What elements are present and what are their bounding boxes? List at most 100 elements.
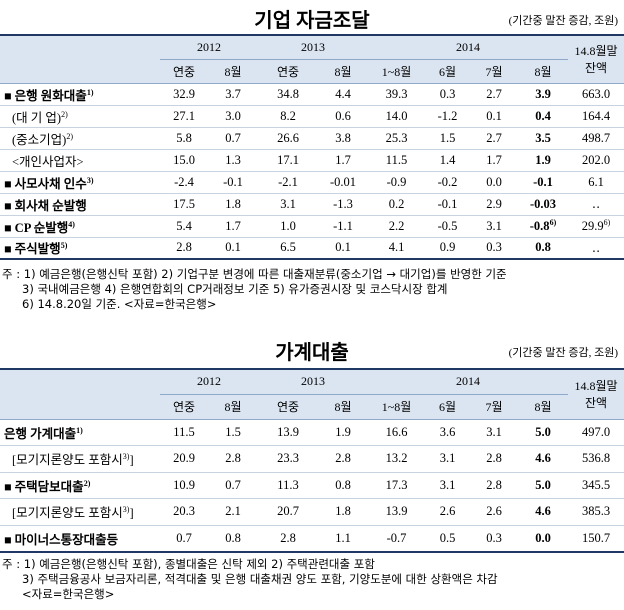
footnote-mark: 3): [122, 452, 130, 462]
cell: 6.1: [568, 171, 624, 194]
header-row: 연중 8월 연중 8월 1~8월 6월 7월 8월: [0, 394, 624, 420]
cell: 164.4: [568, 105, 624, 128]
cell: 13.2: [368, 445, 425, 473]
year-header: 2013: [258, 34, 368, 60]
footnote-mark: 2): [61, 109, 68, 119]
title: 기업 자금조달: [254, 10, 370, 32]
note-line: 주 : 1) 예금은행(은행신탁 포함), 종별대출은 신탁 제외 2) 주택관…: [2, 557, 375, 571]
sub-header: 7월: [470, 394, 518, 420]
cell: 13.9: [258, 419, 318, 446]
label-text: (중소기업): [12, 132, 67, 147]
cell: 1.3: [208, 149, 258, 172]
row: ■ 사모사채 인수3) -2.4 -0.1 -2.1 -0.01 -0.9 -0.2 0.0-…: [0, 171, 624, 194]
cell: 1.4: [425, 149, 470, 172]
cell: -2.1: [258, 171, 318, 194]
sub-header: 1~8월: [368, 59, 425, 84]
cell: 29.96): [568, 215, 624, 238]
balance-header-line: 잔액: [584, 396, 608, 411]
year-header: 2014: [368, 34, 568, 60]
cell: 2.7: [470, 127, 518, 150]
cell: 0.8: [318, 472, 368, 499]
cell: -0.1: [425, 193, 470, 216]
cell: 2.6: [425, 498, 470, 526]
cell: 536.8: [568, 445, 624, 473]
cell: 17.1: [258, 149, 318, 172]
cell: 5.0: [518, 472, 568, 499]
cell: 2.8: [160, 237, 208, 260]
footnote-mark: 2): [66, 131, 73, 141]
cell: 2.7: [470, 83, 518, 106]
cell: 0.8: [208, 525, 258, 553]
footnote-mark: 2): [83, 478, 91, 488]
cell: 0.4: [518, 105, 568, 128]
cell: 25.3: [368, 127, 425, 150]
cell: 17.3: [368, 472, 425, 499]
cell: -0.2: [425, 171, 470, 194]
cell: 0.7: [208, 127, 258, 150]
cell: 0.1: [318, 237, 368, 260]
cell: -0.03: [518, 193, 568, 216]
footnote-mark: 3): [86, 175, 94, 185]
row: ■ 회사채 순발행 17.5 1.8 3.1 -1.3 0.2 -0.1 2.9 -0.03 ‥: [0, 193, 624, 216]
note-line: 주 : 1) 예금은행(은행신탁 포함) 2) 기업구분 변경에 따른 대출재분…: [2, 267, 507, 281]
row-label: ■ 사모사채 인수3): [0, 171, 160, 194]
cell: 0.9: [425, 237, 470, 260]
row-label: ■ 은행 원화대출1): [0, 83, 160, 106]
cell: 5.8: [160, 127, 208, 150]
cell-text: 29.9: [581, 219, 604, 234]
cell: 13.9: [368, 498, 425, 526]
household-notes: 주 : 1) 예금은행(은행신탁 포함), 종별대출은 신탁 제외 2) 주택관…: [2, 557, 622, 602]
footnote-mark: 3): [122, 505, 130, 515]
balance-header: 14.8월말 잔액: [568, 34, 624, 84]
cell: 11.3: [258, 472, 318, 499]
label-text: ■ 마이너스통장대출등: [4, 532, 119, 547]
sub-header: 8월: [518, 394, 568, 420]
cell: 0.7: [160, 525, 208, 553]
cell: 34.8: [258, 83, 318, 106]
cell: 385.3: [568, 498, 624, 526]
year-header: 2012: [160, 368, 258, 395]
cell-text: -0.8: [529, 219, 550, 234]
cell: 4.4: [318, 83, 368, 106]
header: 2012 2013 2014 14.8월말 잔액 연중 8월 연중 8월 1~8월 6월 7월 8월: [0, 34, 624, 84]
corporate-table: 2012 2013 2014 14.8월말 잔액 연중 8월 연중 8월 1~8월 6월 7월 8월 ■ …: [0, 34, 624, 260]
cell: 0.1: [208, 237, 258, 260]
row: [모기지론양도 포함시3)] 20.3 2.1 20.7 1.8 13.9 2.6 2.6 4.…: [0, 498, 624, 526]
label-text: <개인사업자>: [12, 154, 84, 169]
cell: 0.8: [518, 237, 568, 260]
cell: 4.6: [518, 445, 568, 473]
cell: 2.2: [368, 215, 425, 238]
cell: ‥: [568, 193, 624, 216]
cell: 17.5: [160, 193, 208, 216]
household-table: 2012 2013 2014 14.8월말 잔액 연중 8월 연중 8월 1~8월 6월 7월 8월 은행…: [0, 368, 624, 553]
sub-header: 연중: [160, 59, 208, 84]
cell: 3.5: [518, 127, 568, 150]
footnote-mark: 6): [603, 217, 611, 227]
cell: 3.7: [208, 83, 258, 106]
cell: 16.6: [368, 419, 425, 446]
row-label: [모기지론양도 포함시3)]: [0, 498, 160, 526]
label-text: ■ 회사채 순발행: [4, 198, 87, 213]
cell: 2.8: [470, 472, 518, 499]
cell: 1.8: [208, 193, 258, 216]
note-line: <자료=한국은행>: [22, 587, 115, 601]
cell: 26.6: [258, 127, 318, 150]
sub-header: 8월: [208, 59, 258, 84]
cell: 497.0: [568, 419, 624, 446]
cell: -0.86): [518, 215, 568, 238]
corporate-notes: 주 : 1) 예금은행(은행신탁 포함) 2) 기업구분 변경에 따른 대출재분…: [2, 267, 622, 312]
label-text: ■ CP 순발행: [4, 220, 69, 235]
sub-header: 8월: [518, 59, 568, 84]
label-text: ]: [129, 506, 134, 521]
balance-header-line: 14.8월말: [574, 379, 618, 394]
row: ■ 마이너스통장대출등 0.7 0.8 2.8 1.1 -0.7 0.5 0.3 0.0 150.…: [0, 525, 624, 553]
cell: 0.3: [470, 525, 518, 553]
cell: 3.1: [470, 215, 518, 238]
note-line: 3) 국내예금은행 4) 은행연합회의 CP거래정보 기준 5) 유가증권시장 …: [22, 282, 448, 296]
sub-header: 7월: [470, 59, 518, 84]
note-line: 6) 14.8.20일 기준. <자료=한국은행>: [22, 297, 217, 311]
sub-header: 1~8월: [368, 394, 425, 420]
cell: 2.8: [470, 445, 518, 473]
cell: 0.3: [425, 83, 470, 106]
row-label: ■ 주식발행5): [0, 237, 160, 260]
